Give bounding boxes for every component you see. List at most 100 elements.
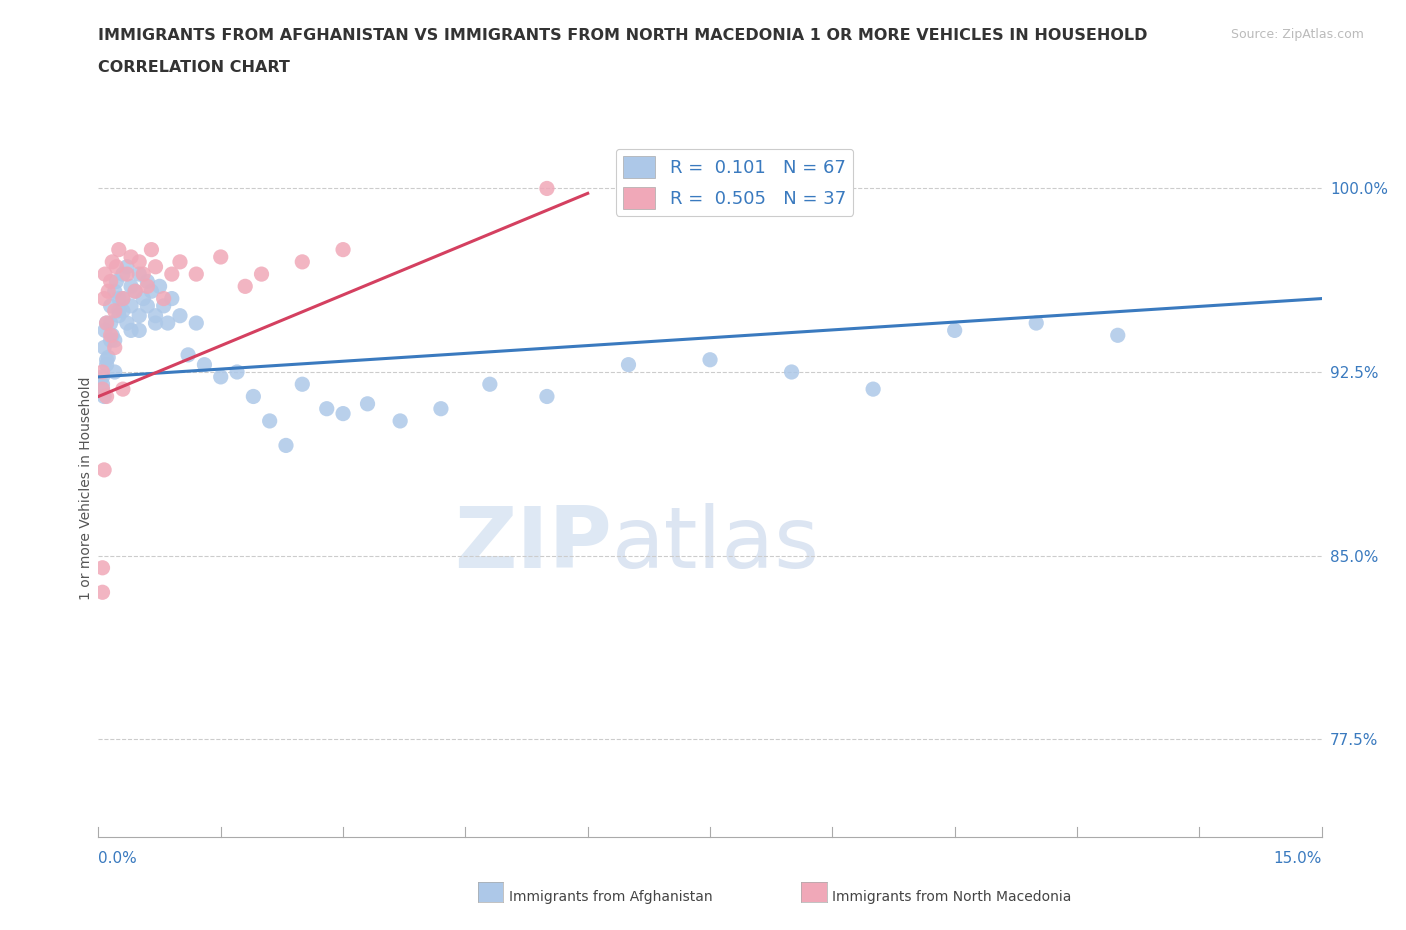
Point [93,462,115,477]
Text: 15.0%: 15.0% [1274,851,1322,866]
Point [96,315,118,330]
Point [111,303,134,318]
Text: ZIP: ZIP [454,502,612,586]
Legend: R =  0.101   N = 67, R =  0.505   N = 37: R = 0.101 N = 67, R = 0.505 N = 37 [616,149,853,216]
Point [177,348,200,363]
Point [91,365,114,379]
Point [111,291,134,306]
Point [141,242,163,257]
Point [1107,328,1129,343]
Point [186,267,208,282]
Point [93,340,115,355]
Point [93,291,115,306]
Point [93,389,115,404]
Point [91,585,114,600]
Point [132,291,155,306]
Point [104,303,127,318]
Point [156,315,179,330]
Point [478,377,501,392]
Point [128,323,150,338]
Point [169,308,191,323]
Point [136,279,159,294]
Text: IMMIGRANTS FROM AFGHANISTAN VS IMMIGRANTS FROM NORTH MACEDONIA 1 OR MORE VEHICLE: IMMIGRANTS FROM AFGHANISTAN VS IMMIGRANT… [98,28,1147,43]
Point [100,299,122,313]
Point [780,365,803,379]
Text: atlas: atlas [612,502,820,586]
Point [124,284,146,299]
Point [389,414,412,429]
Point [115,315,138,330]
Point [120,299,142,313]
Point [209,249,232,264]
Point [186,315,208,330]
Point [104,365,127,379]
Point [100,315,122,330]
Point [145,259,167,274]
Point [97,284,120,299]
Point [104,284,127,299]
Point [111,381,134,396]
Point [96,352,118,367]
Point [91,377,114,392]
Point [430,401,453,416]
Point [100,333,122,348]
Point [242,389,264,404]
Text: Immigrants from North Macedonia: Immigrants from North Macedonia [832,890,1071,905]
Point [226,365,249,379]
Point [94,267,117,282]
Text: Immigrants from Afghanistan: Immigrants from Afghanistan [509,890,713,905]
Point [332,406,354,421]
Text: 0.0%: 0.0% [98,851,138,866]
Point [259,414,281,429]
Point [943,323,966,338]
Point [91,369,114,384]
Point [101,328,124,343]
Point [91,561,114,576]
Point [120,249,142,264]
Point [145,315,167,330]
Point [108,291,131,306]
Point [105,274,128,289]
Point [209,369,232,384]
Point [250,267,273,282]
Point [100,328,122,343]
Point [1025,315,1047,330]
Text: CORRELATION CHART: CORRELATION CHART [98,60,290,75]
Point [291,255,314,270]
Point [91,381,114,396]
Point [536,181,558,196]
Point [136,299,159,313]
Point [108,308,131,323]
Point [105,259,128,274]
Point [101,255,124,270]
Point [128,255,150,270]
Point [128,267,150,282]
Point [145,308,167,323]
Point [104,340,127,355]
Point [315,401,337,416]
Point [160,267,183,282]
Point [108,242,131,257]
Point [233,279,256,294]
Point [96,357,118,372]
Point [120,279,142,294]
Point [332,242,354,257]
Point [97,350,120,365]
Point [132,267,155,282]
Point [115,267,138,282]
Point [124,284,146,299]
Point [111,291,134,306]
Point [699,352,721,367]
Point [100,274,122,289]
Point [108,303,131,318]
Point [356,396,378,411]
Point [120,323,142,338]
Text: Source: ZipAtlas.com: Source: ZipAtlas.com [1230,28,1364,41]
Point [111,267,134,282]
Point [617,357,640,372]
Point [94,323,117,338]
Point [291,377,314,392]
Point [136,274,159,289]
Point [96,315,118,330]
Point [536,389,558,404]
